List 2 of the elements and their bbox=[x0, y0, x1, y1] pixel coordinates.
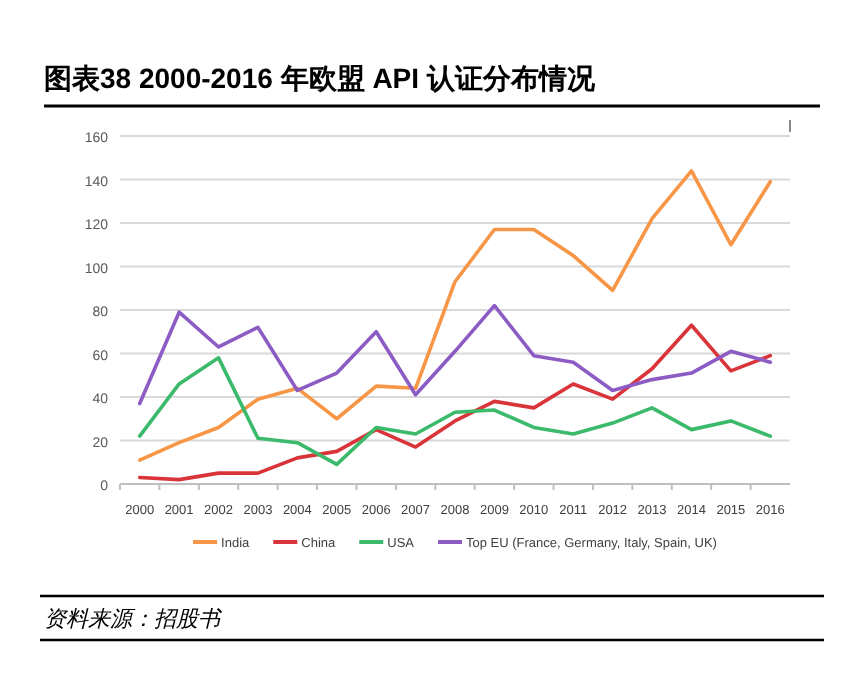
text: 资料来源：招股书 bbox=[44, 606, 224, 632]
chart-title: 图表38 2000-2016 年欧盟 API 认证分布情况 bbox=[44, 62, 597, 94]
